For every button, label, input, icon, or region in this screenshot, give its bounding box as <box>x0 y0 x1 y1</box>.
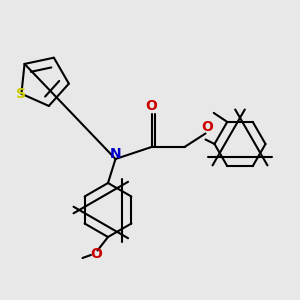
Text: O: O <box>90 247 102 260</box>
Text: O: O <box>146 100 158 113</box>
Text: N: N <box>110 148 121 161</box>
Text: O: O <box>201 121 213 134</box>
Text: S: S <box>16 87 26 101</box>
